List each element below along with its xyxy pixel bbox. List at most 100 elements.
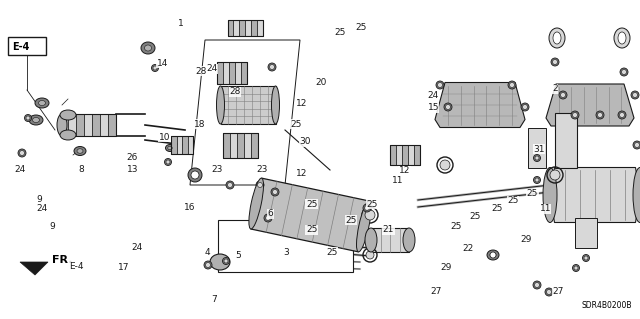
Text: E-4: E-4 — [12, 42, 29, 52]
Circle shape — [521, 103, 529, 111]
Polygon shape — [550, 167, 640, 222]
Text: 1: 1 — [178, 19, 184, 28]
Text: 18: 18 — [194, 120, 205, 129]
Bar — [371, 228, 409, 252]
Circle shape — [596, 111, 604, 119]
Bar — [251, 20, 257, 36]
Circle shape — [582, 255, 589, 262]
Circle shape — [191, 171, 199, 179]
Circle shape — [545, 288, 553, 296]
Ellipse shape — [33, 117, 40, 122]
Bar — [243, 132, 250, 158]
Text: 4: 4 — [205, 248, 211, 256]
Circle shape — [490, 252, 496, 258]
Circle shape — [204, 261, 212, 269]
Circle shape — [574, 266, 578, 270]
Bar — [402, 145, 408, 165]
Bar — [84, 114, 92, 136]
Bar — [251, 178, 369, 252]
Ellipse shape — [168, 146, 172, 150]
Circle shape — [18, 149, 26, 157]
Text: 28: 28 — [195, 67, 207, 76]
Ellipse shape — [440, 160, 450, 170]
Circle shape — [533, 281, 541, 289]
Text: 23: 23 — [256, 165, 268, 174]
Circle shape — [227, 182, 232, 188]
Polygon shape — [546, 84, 634, 126]
Text: 24: 24 — [131, 243, 143, 252]
Bar — [76, 114, 84, 136]
Circle shape — [534, 176, 541, 183]
Text: E-4: E-4 — [69, 262, 84, 271]
Text: 10: 10 — [159, 133, 170, 142]
Circle shape — [166, 160, 170, 164]
Ellipse shape — [60, 130, 76, 140]
Text: 25: 25 — [346, 216, 357, 225]
Polygon shape — [435, 83, 525, 128]
Ellipse shape — [543, 167, 557, 222]
Bar — [235, 62, 241, 84]
Text: 25: 25 — [306, 200, 317, 209]
Ellipse shape — [550, 170, 560, 180]
Text: 24: 24 — [206, 64, 218, 73]
Text: 25: 25 — [335, 28, 346, 37]
Circle shape — [509, 83, 515, 87]
Circle shape — [571, 111, 579, 119]
Ellipse shape — [271, 86, 280, 124]
Circle shape — [152, 64, 159, 71]
Ellipse shape — [553, 32, 561, 44]
Bar — [171, 136, 177, 154]
Bar — [237, 132, 243, 158]
Text: 5: 5 — [236, 251, 241, 260]
Ellipse shape — [365, 210, 375, 220]
Text: 11: 11 — [540, 204, 551, 213]
Text: 14: 14 — [157, 59, 168, 68]
Ellipse shape — [77, 149, 83, 153]
Circle shape — [26, 116, 30, 120]
Text: 24: 24 — [36, 204, 48, 213]
Text: 24: 24 — [428, 91, 439, 100]
Circle shape — [573, 264, 579, 271]
Bar — [234, 20, 239, 36]
Circle shape — [621, 70, 627, 75]
Circle shape — [445, 105, 451, 109]
Circle shape — [561, 93, 566, 98]
Text: 25: 25 — [527, 189, 538, 198]
Text: 7: 7 — [211, 295, 217, 304]
Text: 27: 27 — [552, 287, 564, 296]
Circle shape — [268, 63, 276, 71]
Bar — [396, 145, 402, 165]
Text: 25: 25 — [469, 212, 481, 221]
Circle shape — [573, 113, 577, 117]
Text: 25: 25 — [367, 200, 378, 209]
Bar — [227, 20, 262, 36]
Bar — [217, 62, 223, 84]
Bar — [239, 20, 245, 36]
Circle shape — [164, 159, 172, 166]
Circle shape — [266, 216, 271, 220]
Circle shape — [631, 91, 639, 99]
Bar — [108, 114, 115, 136]
Bar — [223, 132, 257, 158]
Text: 25: 25 — [508, 197, 519, 205]
Text: 26: 26 — [127, 153, 138, 162]
Text: 24: 24 — [15, 165, 26, 174]
Ellipse shape — [633, 167, 640, 222]
Text: 8: 8 — [79, 165, 84, 174]
Ellipse shape — [141, 42, 155, 54]
Ellipse shape — [490, 253, 496, 257]
Bar — [182, 136, 188, 154]
Text: 25: 25 — [450, 222, 461, 231]
Text: 30: 30 — [300, 137, 311, 146]
Text: 2: 2 — [552, 84, 558, 93]
Circle shape — [24, 115, 31, 122]
Circle shape — [559, 91, 567, 99]
Circle shape — [271, 188, 279, 196]
Ellipse shape — [356, 201, 371, 252]
Text: 25: 25 — [290, 120, 301, 129]
Circle shape — [632, 93, 637, 98]
Ellipse shape — [549, 28, 565, 48]
Circle shape — [598, 113, 602, 117]
Circle shape — [535, 156, 539, 160]
Bar — [241, 62, 247, 84]
